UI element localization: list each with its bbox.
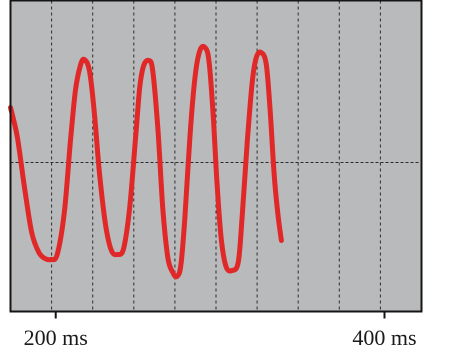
scope-frame (9, 0, 423, 313)
signal-trace (8, 43, 284, 280)
x-axis-ticks (54, 311, 386, 319)
x-tick-label-200ms: 200 ms (24, 325, 88, 350)
x-tick-label-400ms: 400 ms (352, 325, 416, 350)
